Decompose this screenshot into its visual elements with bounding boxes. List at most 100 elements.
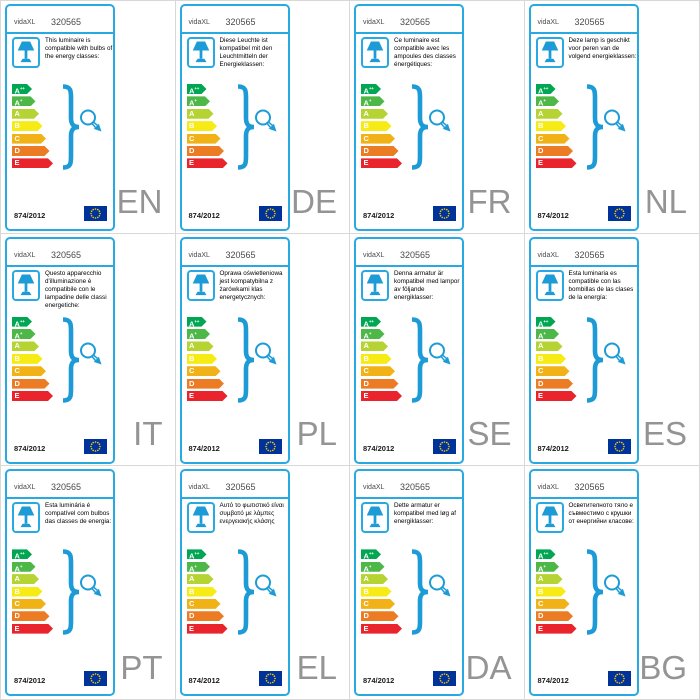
energy-class-plus: + xyxy=(543,98,546,104)
regulation-number: 874/2012 xyxy=(363,676,395,686)
energy-class-letter: A xyxy=(14,551,20,561)
energy-class-letter: A xyxy=(14,341,20,351)
language-code: ES xyxy=(642,415,687,453)
energy-class-arrow: A+ xyxy=(361,562,385,572)
energy-class-letter: A xyxy=(189,319,195,329)
energy-class-letter: D xyxy=(14,378,20,388)
energy-class-letter: A xyxy=(14,86,20,96)
brace-icon xyxy=(411,316,429,403)
energy-class-arrow: B xyxy=(187,354,218,364)
energy-class-letter: C xyxy=(14,366,20,376)
energy-class-letter: C xyxy=(189,366,195,376)
energy-class-arrow: C xyxy=(361,366,395,376)
label-card-cell: vidaXL 320565 Deze lamp is geschikt voor… xyxy=(524,1,699,234)
energy-class-arrow: A xyxy=(12,574,39,584)
energy-class-arrow: B xyxy=(536,121,567,131)
regulation-number: 874/2012 xyxy=(537,676,569,686)
energy-class-arrow: A xyxy=(536,109,563,119)
energy-class-letter: E xyxy=(14,158,20,168)
product-number: 320565 xyxy=(574,249,605,260)
eu-flag-stars xyxy=(90,673,101,685)
header-divider xyxy=(181,264,288,267)
energy-class-arrow: A+ xyxy=(361,329,385,339)
eu-flag-icon xyxy=(258,438,282,454)
energy-class-letter: B xyxy=(189,353,195,363)
energy-class-plus: + xyxy=(368,331,372,337)
eu-flag-stars xyxy=(439,673,450,685)
energy-class-arrow: A xyxy=(536,341,563,351)
regulation-number: 874/2012 xyxy=(537,443,569,453)
energy-class-arrow: C xyxy=(361,599,395,609)
product-number: 320565 xyxy=(51,249,82,260)
energy-class-arrow: D xyxy=(361,379,399,389)
energy-class-arrows: A++ A+ A B C D E xyxy=(12,84,53,168)
energy-class-arrow: D xyxy=(187,611,225,621)
energy-class-arrow: C xyxy=(536,599,570,609)
bulb-arrow-icon xyxy=(80,342,102,365)
header-divider xyxy=(356,32,462,34)
energy-class-letter: A xyxy=(363,564,369,574)
label-card-cell: vidaXL 320565 Questo apparecchio d'illum… xyxy=(1,233,176,467)
eu-flag-icon xyxy=(258,206,282,221)
eu-flag-icon xyxy=(607,671,631,687)
product-number: 320565 xyxy=(400,17,431,27)
compatibility-text: Denna armatur är kompatibel med lampor a… xyxy=(394,269,460,301)
header-divider xyxy=(181,32,288,34)
product-number: 320565 xyxy=(51,17,82,27)
energy-label-card: vidaXL 320565 This luminaire is compatib… xyxy=(5,4,115,231)
lamp-icon-glyph xyxy=(192,274,209,295)
energy-class-arrows: A++ A+ A B C D E xyxy=(187,549,228,633)
language-code: IT xyxy=(133,415,163,453)
brand-text: vidaXL xyxy=(363,251,385,259)
lamp-icon xyxy=(186,502,215,534)
energy-class-letter: D xyxy=(363,611,369,621)
energy-class-arrow: E xyxy=(536,158,577,168)
energy-class-arrow: E xyxy=(12,624,53,634)
energy-class-letter: A xyxy=(14,98,20,108)
brace-icon xyxy=(411,84,429,170)
energy-class-letter: A xyxy=(363,108,369,118)
energy-class-letter: A xyxy=(189,564,195,574)
energy-class-letter: B xyxy=(189,121,195,131)
energy-class-plus: + xyxy=(543,563,546,569)
energy-class-arrow: C xyxy=(187,134,221,144)
energy-class-letter: A xyxy=(538,564,544,574)
energy-class-arrow: B xyxy=(361,354,392,364)
compatibility-text: Dette armatur er kompatibel med løg af e… xyxy=(394,502,456,526)
energy-class-arrow: B xyxy=(187,587,218,597)
energy-class-arrow: B xyxy=(12,587,43,597)
compatibility-text: Esta luminária é compatível com bulbos d… xyxy=(45,502,112,526)
eu-flag-icon xyxy=(433,206,456,221)
lamp-icon-glyph xyxy=(541,506,558,528)
energy-class-letter: B xyxy=(14,586,20,596)
energy-class-letter: A xyxy=(14,319,20,329)
energy-class-arrow: D xyxy=(12,611,50,621)
energy-label-card: vidaXL 320565 Esta luminaria es compatib… xyxy=(528,236,639,464)
energy-class-letter: A xyxy=(538,319,544,329)
energy-label-card: vidaXL 320565 Ce luminaire est compatibl… xyxy=(354,4,464,231)
energy-class-arrow: A++ xyxy=(361,317,381,327)
eu-flag-stars xyxy=(613,673,625,685)
brace-icon xyxy=(411,549,429,636)
energy-class-arrow: A++ xyxy=(187,549,207,559)
regulation-number: 874/2012 xyxy=(363,443,395,453)
brace-icon xyxy=(62,316,80,403)
energy-class-arrow: A++ xyxy=(12,84,32,94)
header-divider xyxy=(181,497,288,500)
energy-class-arrow: C xyxy=(187,366,221,376)
energy-class-letter: C xyxy=(538,366,544,376)
regulation-number: 874/2012 xyxy=(14,211,46,220)
brace-icon xyxy=(62,84,80,170)
energy-class-arrow: A+ xyxy=(12,562,36,572)
product-number: 320565 xyxy=(51,482,82,493)
eu-flag-icon xyxy=(607,206,631,221)
header-divider xyxy=(356,497,462,500)
lamp-icon-glyph xyxy=(192,41,209,63)
energy-class-letter: D xyxy=(14,145,20,155)
header-divider xyxy=(7,497,113,500)
energy-class-arrow: A xyxy=(12,341,39,351)
lamp-icon-glyph xyxy=(192,506,209,528)
energy-class-letter: C xyxy=(14,598,20,608)
energy-class-arrow: C xyxy=(12,134,46,144)
energy-class-plus: ++ xyxy=(194,86,200,91)
